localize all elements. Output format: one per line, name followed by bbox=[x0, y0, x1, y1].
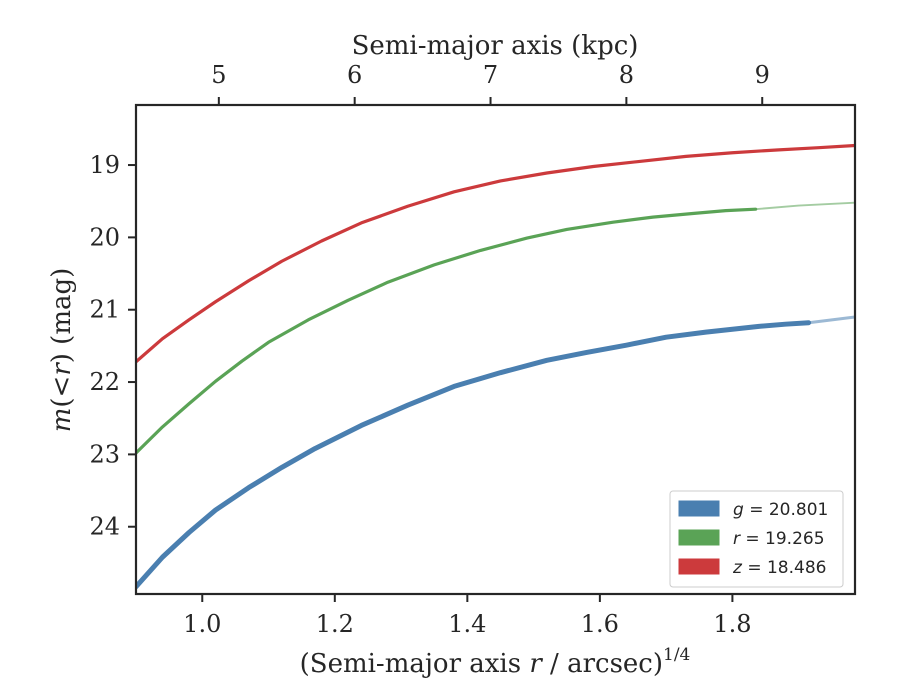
y-tick-label: 20 bbox=[89, 223, 120, 251]
legend-label-var: r bbox=[733, 529, 741, 549]
legend-label-var: z bbox=[732, 558, 743, 578]
plot-frame bbox=[134, 103, 857, 596]
y-tick-label: 24 bbox=[89, 513, 120, 541]
left-axis-ticks: 19 20 21 22 23 24 bbox=[89, 151, 136, 541]
top-tick-label: 6 bbox=[347, 61, 362, 89]
y-axis-title-var: m bbox=[47, 408, 77, 433]
x-tick-label: 1.4 bbox=[448, 610, 486, 638]
y-axis-title-mid: (< bbox=[47, 376, 77, 408]
y-tick-label: 21 bbox=[89, 296, 120, 324]
legend-label-value: = 19.265 bbox=[740, 529, 825, 549]
top-tick-label: 5 bbox=[211, 61, 226, 89]
series-line bbox=[136, 207, 758, 455]
bottom-axis-ticks: 1.0 1.2 1.4 1.6 1.8 bbox=[183, 594, 751, 638]
x-tick-label: 1.0 bbox=[183, 610, 221, 638]
top-axis-title: Semi-major axis (kpc) bbox=[352, 31, 639, 61]
x-axis-title-exp: 1/4 bbox=[663, 645, 690, 665]
x-tick-label: 1.6 bbox=[581, 610, 619, 638]
series-line bbox=[136, 320, 812, 590]
x-tick-label: 1.8 bbox=[713, 610, 751, 638]
legend-swatch bbox=[678, 558, 720, 575]
x-axis-title: (Semi-major axis r / arcsec)1/4 bbox=[300, 645, 691, 679]
legend-label-value: = 18.486 bbox=[742, 558, 827, 578]
legend-swatch bbox=[678, 529, 720, 546]
legend-swatch bbox=[678, 500, 720, 517]
top-tick-label: 8 bbox=[619, 61, 634, 89]
legend-label: g = 20.801 bbox=[733, 500, 828, 520]
series-line-extension bbox=[754, 201, 855, 211]
x-axis-title-post: / arcsec) bbox=[542, 649, 663, 679]
y-axis-title-var2: r bbox=[47, 362, 77, 376]
top-tick-label: 9 bbox=[755, 61, 770, 89]
y-axis-title: m(<r) (mag) bbox=[47, 268, 77, 433]
series-lines bbox=[136, 143, 855, 590]
top-axis-ticks: 5 6 7 8 9 bbox=[211, 61, 770, 105]
x-tick-label: 1.2 bbox=[316, 610, 354, 638]
y-tick-label: 22 bbox=[89, 368, 120, 396]
x-axis-title-pre: (Semi-major axis bbox=[300, 649, 530, 679]
legend-label-value: = 20.801 bbox=[744, 500, 829, 520]
legend-label-var: g bbox=[733, 500, 744, 520]
legend-label: z = 18.486 bbox=[732, 558, 826, 578]
series-line-extension bbox=[807, 315, 855, 325]
y-tick-label: 19 bbox=[89, 151, 120, 179]
y-tick-label: 23 bbox=[89, 440, 120, 468]
y-axis-title-post: ) (mag) bbox=[47, 268, 77, 364]
series-line bbox=[136, 143, 855, 364]
top-tick-label: 7 bbox=[483, 61, 498, 89]
x-axis-title-var: r bbox=[529, 649, 543, 679]
legend-label: r = 19.265 bbox=[733, 529, 825, 549]
